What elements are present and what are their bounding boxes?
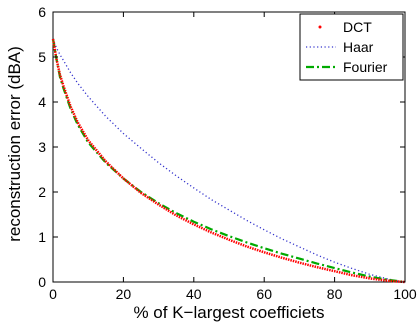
y-tick-label: 2 [38, 184, 46, 200]
y-axis-label: reconstruction error (dBA) [5, 46, 24, 242]
series-line-fourier [51, 38, 406, 284]
y-tick-label: 6 [38, 4, 46, 20]
x-tick-label: 20 [116, 286, 132, 302]
series-line-haar [52, 38, 406, 283]
series-group [51, 38, 406, 284]
ticks-group: 0 20 40 60 80 100 0 1 2 3 4 5 6 [38, 4, 417, 302]
y-tick-label: 5 [38, 49, 46, 65]
legend-label-fourier: Fourier [343, 59, 388, 75]
legend: DCT Haar Fourier [299, 13, 404, 81]
x-tick-label: 0 [49, 286, 57, 302]
y-tick-label: 4 [38, 94, 46, 110]
legend-label-haar: Haar [343, 39, 374, 55]
x-axis-label: % of K−largest coefficiets [133, 303, 324, 322]
legend-label-dct: DCT [343, 19, 372, 35]
x-tick-label: 80 [327, 286, 343, 302]
x-tick-label: 60 [256, 286, 272, 302]
y-tick-label: 3 [38, 139, 46, 155]
series-line-dct [51, 38, 406, 284]
y-tick-label: 0 [38, 274, 46, 290]
y-tick-label: 1 [38, 229, 46, 245]
x-tick-label: 100 [393, 286, 417, 302]
legend-swatch-dct [318, 25, 322, 29]
x-tick-label: 40 [186, 286, 202, 302]
